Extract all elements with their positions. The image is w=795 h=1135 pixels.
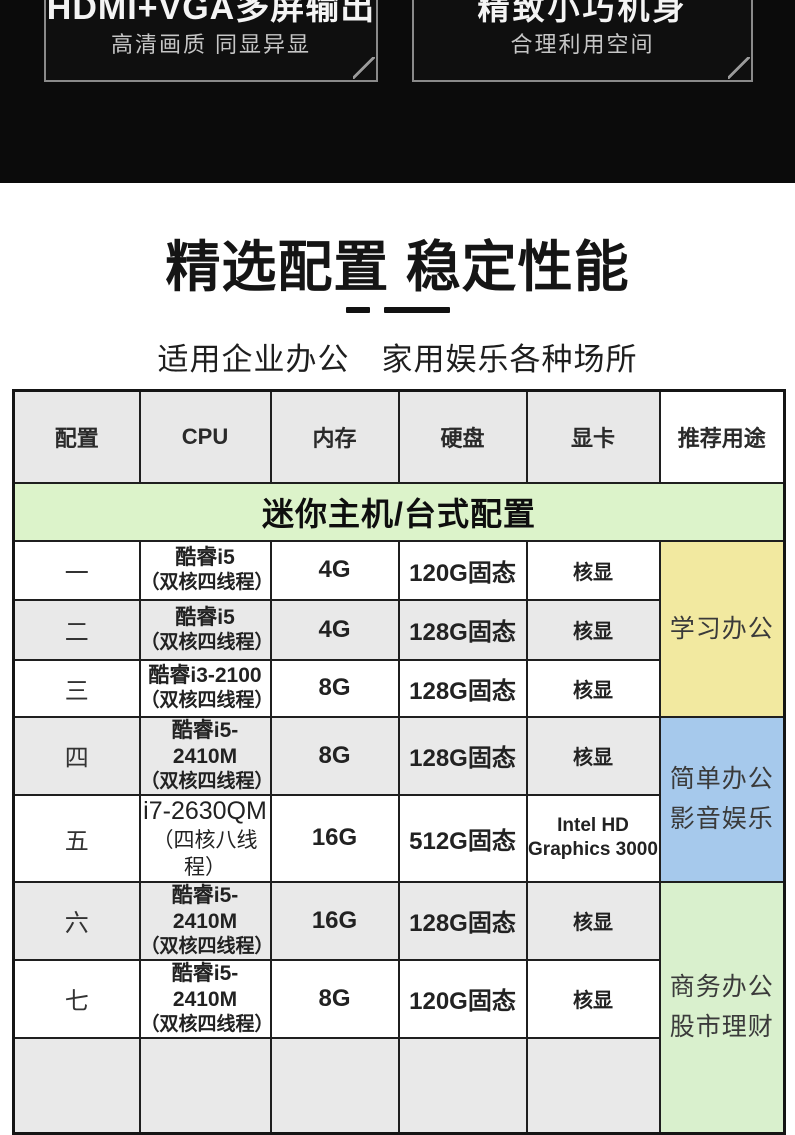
table-row: 六 酷睿i5-2410M （双核四线程） 16G 128G固态 核显 商务办公 … [12,880,786,1135]
cell-cpu: 酷睿i5 （双核四线程） [138,598,272,661]
cell-disk: 120G固态 [397,958,528,1039]
table-row: 五 i7-2630QM （四核八线程） 16G 512G固态 Intel HD … [12,793,785,883]
cell-cpu: 酷睿i5-2410M （双核四线程） [138,715,272,796]
usage-cell-business-office: 商务办公 股市理财 [658,880,786,1135]
cell-ram: 8G [269,958,400,1039]
feature-card-title: HDMI+VGA多屏输出 [46,0,376,27]
cell-gpu: 核显 [525,715,661,796]
cell-ram: 4G [269,539,400,601]
feature-card-subtitle: 合理利用空间 [510,32,655,57]
usage-label: 商务办公 [669,973,774,1002]
cell-ram: 4G [269,598,400,661]
column-header-disk: 硬盘 [397,389,528,484]
table-header-row: 配置 CPU 内存 硬盘 显卡 推荐用途 [12,389,786,484]
corner-fold-icon [353,57,375,79]
table-row: 一 酷睿i5 （双核四线程） 4G 120G固态 核显 学习办公 [12,539,786,718]
cpu-model: 酷睿i3-2100 [148,664,262,687]
cell-ram: 16G [269,880,400,961]
page-subtitle: 适用企业办公 家用娱乐各种场所 [157,342,638,377]
cell-cpu: i7-2630QM （四核八线程） [138,793,272,883]
cell-disk: 120G固态 [397,539,528,601]
cell-config-no: 四 [12,715,141,796]
config-table: 配置 CPU 内存 硬盘 显卡 推荐用途 迷你主机/台式配置 一 酷睿i5 （双… [12,389,786,1135]
cell-config-no [12,1036,141,1135]
table-row: 四 酷睿i5-2410M （双核四线程） 8G 128G固态 核显 简单办公 影… [12,715,786,883]
gpu-line2: Graphics 3000 [528,839,658,860]
column-header-ram: 内存 [269,389,400,484]
column-header-config: 配置 [12,389,141,484]
gpu-line1: Intel HD [557,815,629,836]
cell-disk: 128G固态 [397,880,528,961]
cell-disk [397,1036,528,1135]
cpu-cores: （双核四线程） [140,572,271,593]
usage-label: 学习办公 [669,614,774,643]
cell-config-no: 六 [12,880,141,961]
feature-card-title: 精致小巧机身 [477,0,688,26]
cell-cpu: 酷睿i5-2410M （双核四线程） [138,880,272,961]
cell-disk: 128G固态 [397,658,528,718]
cell-ram: 8G [269,715,400,796]
cell-disk: 128G固态 [397,598,528,661]
cell-disk: 128G固态 [397,715,528,796]
usage-cell-study-office: 学习办公 [658,539,786,718]
cell-gpu: 核显 [525,539,661,601]
cell-ram: 8G [269,658,400,718]
cell-cpu: 酷睿i5-2410M （双核四线程） [138,958,272,1039]
cpu-cores: （双核四线程） [140,770,271,792]
cpu-model: 酷睿i5-2410M [171,883,239,933]
cell-cpu: 酷睿i3-2100 （双核四线程） [138,658,272,718]
cpu-model: 酷睿i5-2410M [171,718,239,768]
hero-feature-section: HDMI+VGA多屏输出 高清画质 同显异显 精致小巧机身 合理利用空间 [0,0,795,183]
cell-gpu: 核显 [525,658,661,718]
cell-gpu: Intel HD Graphics 3000 [525,793,661,883]
column-header-gpu: 显卡 [525,389,661,484]
column-header-cpu: CPU [138,389,272,484]
table-section-banner: 迷你主机/台式配置 [12,481,786,542]
cell-config-no: 二 [12,598,141,661]
cpu-model: 酷睿i5 [175,605,235,629]
page-title: 精选配置 稳定性能 [165,236,630,298]
cpu-cores: （双核四线程） [140,1013,271,1035]
usage-label: 影音娱乐 [669,805,774,833]
cpu-model: i7-2630QM [143,796,267,825]
feature-card-multiscreen: HDMI+VGA多屏输出 高清画质 同显异显 [44,0,378,82]
cell-config-no: 七 [12,958,141,1039]
cell-gpu: 核显 [525,880,661,961]
cell-ram [269,1036,400,1135]
cpu-cores: （双核四线程） [140,935,271,957]
cell-ram: 16G [269,793,400,883]
cpu-cores: （双核四线程） [140,690,271,711]
table-row: 三 酷睿i3-2100 （双核四线程） 8G 128G固态 核显 [12,658,785,718]
cell-disk: 512G固态 [397,793,528,883]
cell-cpu: 酷睿i5 （双核四线程） [138,539,272,601]
divider-dash-short [345,307,370,313]
usage-label: 简单办公 [669,765,774,793]
section-banner-label: 迷你主机/台式配置 [12,481,786,542]
cpu-cores: （双核四线程） [140,631,271,653]
cell-config-no: 五 [12,793,141,883]
cell-gpu [525,1036,661,1135]
cell-gpu: 核显 [525,958,661,1039]
corner-fold-icon [728,57,750,79]
column-header-usage: 推荐用途 [658,389,786,484]
cpu-model: 酷睿i5-2410M [171,961,239,1011]
usage-label: 股市理财 [669,1013,774,1042]
cell-gpu: 核显 [525,598,661,661]
table-row: 二 酷睿i5 （双核四线程） 4G 128G固态 核显 [12,598,785,661]
feature-card-compact-body: 精致小巧机身 合理利用空间 [412,0,753,82]
divider-dash-long [383,307,450,313]
title-divider [0,307,795,313]
cell-config-no: 三 [12,658,141,718]
cell-config-no: 一 [12,539,141,601]
usage-cell-simple-office-media: 简单办公 影音娱乐 [658,715,786,883]
cpu-cores: （四核八线程） [152,828,258,879]
cell-cpu [138,1036,272,1135]
cpu-model: 酷睿i5 [175,546,235,569]
feature-card-subtitle: 高清画质 同显异显 [110,32,312,57]
